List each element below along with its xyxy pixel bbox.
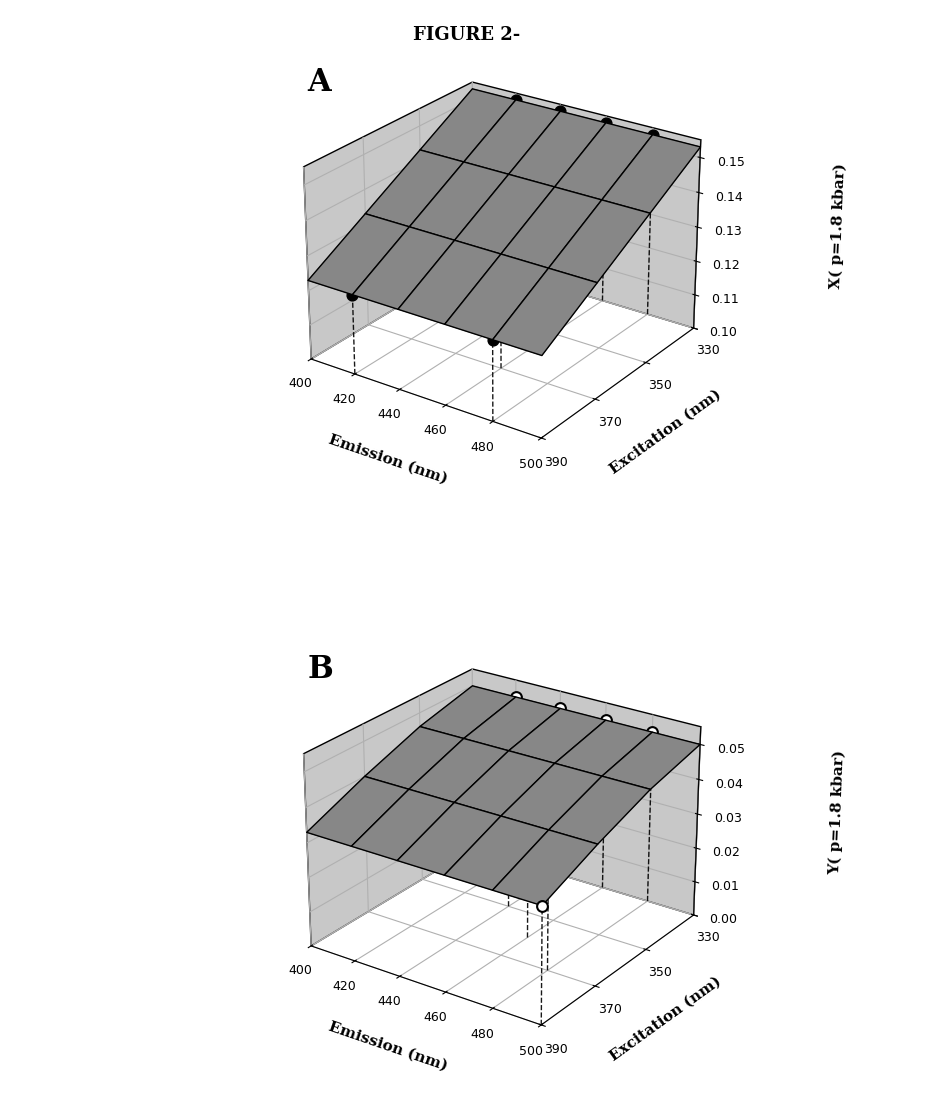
X-axis label: Emission (nm): Emission (nm) (326, 1019, 449, 1072)
Y-axis label: Excitation (nm): Excitation (nm) (607, 973, 723, 1062)
Text: B: B (308, 654, 334, 685)
X-axis label: Emission (nm): Emission (nm) (326, 433, 449, 487)
Text: A: A (308, 67, 331, 98)
Y-axis label: Excitation (nm): Excitation (nm) (607, 386, 723, 477)
Text: FIGURE 2-: FIGURE 2- (413, 26, 519, 44)
